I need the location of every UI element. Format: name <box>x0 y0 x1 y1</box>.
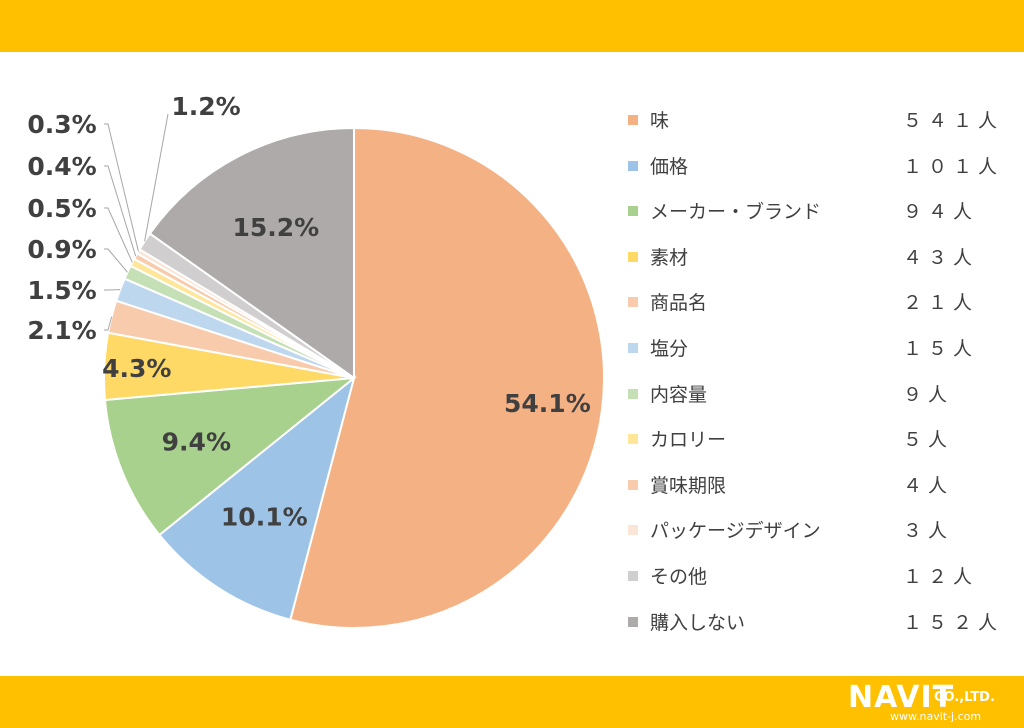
legend-item: メーカー・ブランド ９４人 <box>628 195 1008 241</box>
data-label-6: 0.9% <box>27 235 96 264</box>
data-label-5: 1.5% <box>27 276 96 305</box>
legend-item: 賞味期限 ４人 <box>628 469 1008 515</box>
legend-label: 内容量 <box>650 383 708 406</box>
legend-swatch <box>628 616 638 627</box>
leader-line-4 <box>104 316 113 331</box>
data-label-3: 4.3% <box>102 354 171 383</box>
legend-count: ４３人 <box>903 246 979 269</box>
legend-count: ５人 <box>903 429 954 452</box>
legend-count: ９人 <box>903 383 954 406</box>
leader-line-8 <box>104 165 137 257</box>
legend-item: 価格 １０１人 <box>628 150 1008 196</box>
legend-swatch <box>628 525 638 536</box>
data-label-1: 10.1% <box>221 502 308 531</box>
legend-item: 内容量 ９人 <box>628 378 1008 424</box>
legend-label: カロリー <box>650 429 727 452</box>
legend-count: ３人 <box>903 520 954 543</box>
bottom-banner <box>0 676 1024 728</box>
legend-label: パッケージデザイン <box>650 520 821 543</box>
leader-line-7 <box>104 207 133 263</box>
logo-suffix: CO.,LTD. <box>934 690 995 705</box>
legend-swatch <box>628 479 638 490</box>
legend-item: 購入しない １５２人 <box>628 606 1008 652</box>
legend-item: パッケージデザイン ３人 <box>628 514 1008 560</box>
leader-line-6 <box>104 248 128 273</box>
legend-swatch <box>628 160 638 171</box>
legend-swatch <box>628 388 638 399</box>
pie-slice-1 <box>157 375 356 621</box>
legend-count: ２１人 <box>903 292 979 315</box>
legend-count: １５２人 <box>903 611 1004 634</box>
legend: 味 ５４１人価格 １０１人メーカー・ブランド ９４人素材 ４３人商品名 ２１人塩分 １５人内… <box>628 104 1008 651</box>
leader-line-10 <box>144 113 169 242</box>
legend-item: カロリー ５人 <box>628 423 1008 469</box>
company-logo: NAVIT CO.,LTD. www.navit-j.com <box>848 680 1018 724</box>
legend-label: 購入しない <box>650 611 746 634</box>
data-label-11: 15.2% <box>233 213 320 242</box>
pie-slice-11 <box>148 126 355 380</box>
legend-item: 素材 ４３人 <box>628 241 1008 287</box>
legend-label: メーカー・ブランド <box>650 201 822 224</box>
pie-slice-2 <box>103 376 358 537</box>
legend-swatch <box>628 251 638 262</box>
legend-label: 素材 <box>650 246 689 269</box>
legend-item: 商品名 ２１人 <box>628 286 1008 332</box>
legend-swatch <box>628 206 638 217</box>
data-label-9: 0.3% <box>27 110 96 139</box>
data-label-8: 0.4% <box>27 152 96 181</box>
data-label-7: 0.5% <box>27 194 96 223</box>
legend-swatch <box>628 570 638 581</box>
logo-brand: NAVIT <box>848 680 955 715</box>
legend-label: 塩分 <box>650 337 689 360</box>
legend-label: 商品名 <box>650 292 708 315</box>
legend-swatch <box>628 434 638 445</box>
legend-count: １５人 <box>903 337 979 360</box>
pie-slice-0 <box>289 126 606 629</box>
legend-item: 塩分 １５人 <box>628 332 1008 378</box>
data-label-0: 54.1% <box>504 389 591 418</box>
legend-label: 価格 <box>650 155 689 178</box>
legend-count: １０１人 <box>903 155 1004 178</box>
legend-count: ５４１人 <box>903 110 1004 132</box>
data-label-10: 1.2% <box>171 92 240 121</box>
legend-label: 味 <box>650 110 670 132</box>
legend-swatch <box>628 297 638 308</box>
data-label-4: 2.1% <box>27 316 96 345</box>
legend-item: 味 ５４１人 <box>628 104 1008 150</box>
legend-count: ４人 <box>903 474 954 497</box>
legend-label: 賞味期限 <box>650 474 727 497</box>
legend-item: その他 １２人 <box>628 560 1008 606</box>
data-label-2: 9.4% <box>162 428 231 457</box>
legend-swatch <box>628 115 638 125</box>
top-banner <box>0 0 1024 52</box>
legend-label: その他 <box>650 565 708 588</box>
legend-count: １２人 <box>903 565 979 588</box>
legend-swatch <box>628 342 638 353</box>
leader-line-9 <box>104 123 139 252</box>
legend-count: ９４人 <box>903 201 979 224</box>
logo-url: www.navit-j.com <box>890 710 982 723</box>
